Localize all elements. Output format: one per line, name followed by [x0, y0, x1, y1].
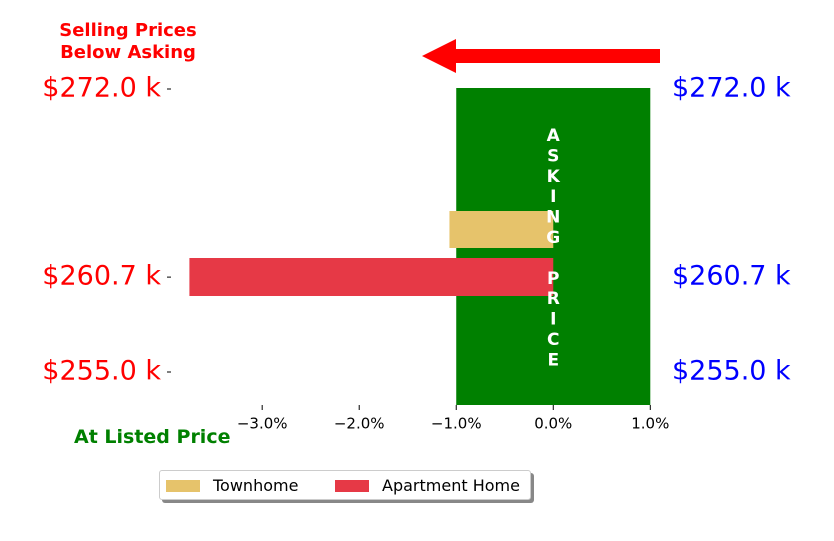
header-line-1: Selling Prices — [59, 20, 197, 41]
asking-price-letter: S — [547, 146, 559, 166]
asking-price-letter: C — [547, 330, 559, 350]
legend-item-apartment-home: Apartment Home — [335, 476, 520, 495]
x-tick-label-2-0: −2.0% — [334, 415, 385, 433]
right-price-label-272-0-k: $272.0 k — [672, 73, 791, 104]
legend-swatch-apartment-home — [335, 479, 369, 492]
legend-item-townhome: Townhome — [166, 476, 298, 495]
asking-price-letter: E — [547, 350, 559, 370]
asking-price-letter: I — [550, 187, 556, 207]
x-tick-label-1-0: −1.0% — [431, 415, 482, 433]
x-tick-label-0-0: 0.0% — [534, 415, 572, 433]
left-price-label-255-0-k: $255.0 k — [42, 356, 161, 387]
chart-header: Selling Prices Below Asking — [28, 20, 228, 64]
legend-label-townhome: Townhome — [213, 476, 299, 495]
left-price-label-272-0-k: $272.0 k — [42, 73, 161, 104]
asking-price-letter: I — [550, 310, 556, 330]
at-listed-price-label: At Listed Price — [74, 426, 231, 448]
header-line-2: Below Asking — [60, 42, 196, 63]
below-asking-arrow — [422, 39, 660, 73]
right-price-label-255-0-k: $255.0 k — [672, 356, 791, 387]
right-price-label-260-7-k: $260.7 k — [672, 261, 791, 292]
legend: Townhome Apartment Home — [159, 470, 531, 500]
asking-price-letter: P — [547, 269, 559, 289]
bar-townhome — [449, 211, 554, 248]
asking-price-letter: N — [546, 208, 560, 228]
x-tick-label-1-0: 1.0% — [631, 415, 669, 433]
x-tick-label-3-0: −3.0% — [237, 415, 288, 433]
bar-apartment-home — [189, 258, 554, 296]
asking-price-letter: K — [547, 167, 561, 187]
legend-swatch-townhome — [166, 479, 200, 492]
asking-price-letter: R — [547, 289, 560, 309]
legend-label-apartment-home: Apartment Home — [382, 476, 520, 495]
asking-price-letter: A — [547, 126, 561, 146]
asking-price-letter: G — [546, 228, 560, 248]
left-price-label-260-7-k: $260.7 k — [42, 261, 161, 292]
